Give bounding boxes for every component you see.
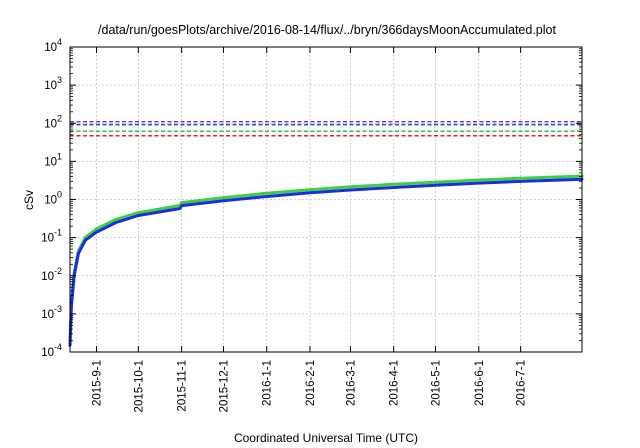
x-tick-label: 2016-2-1 — [305, 360, 317, 406]
chart-title: /data/run/goesPlots/archive/2016-08-14/f… — [98, 23, 556, 37]
y-tick-label: 101 — [44, 151, 62, 168]
series-lines — [68, 174, 584, 347]
y-tick-label: 102 — [44, 113, 62, 130]
x-tick-label: 2015-9-1 — [92, 360, 104, 406]
y-tick-label: 10-4 — [41, 342, 62, 359]
series-line — [68, 177, 584, 347]
reference-lines — [70, 120, 582, 137]
y-tick-label: 104 — [44, 37, 62, 54]
grid — [70, 47, 582, 352]
y-tick-label: 10-1 — [41, 228, 62, 245]
y-axis-label: cSv — [22, 190, 36, 210]
x-axis-label: Coordinated Universal Time (UTC) — [234, 431, 418, 445]
x-tick-label: 2015-10-1 — [133, 360, 145, 412]
y-tick-label: 10-2 — [41, 266, 62, 283]
x-tick-label: 2015-11-1 — [177, 360, 189, 412]
y-tick-label: 100 — [44, 190, 62, 207]
x-tick-label: 2016-1-1 — [262, 360, 274, 406]
x-tick-label: 2016-3-1 — [345, 360, 357, 406]
x-tick-label: 2016-7-1 — [516, 360, 528, 406]
series-line — [68, 174, 584, 342]
x-tick-label: 2016-6-1 — [474, 360, 486, 406]
x-tick-label: 2015-12-1 — [218, 360, 230, 412]
x-tick-label: 2016-4-1 — [389, 360, 401, 406]
y-tick-label: 103 — [44, 75, 62, 92]
y-tick-label: 10-3 — [41, 304, 62, 321]
x-tick-label: 2016-5-1 — [431, 360, 443, 406]
x-axis: 2015-9-1 2015-10-1 2015-11-1 2015-12-1 2016-… — [92, 47, 528, 412]
